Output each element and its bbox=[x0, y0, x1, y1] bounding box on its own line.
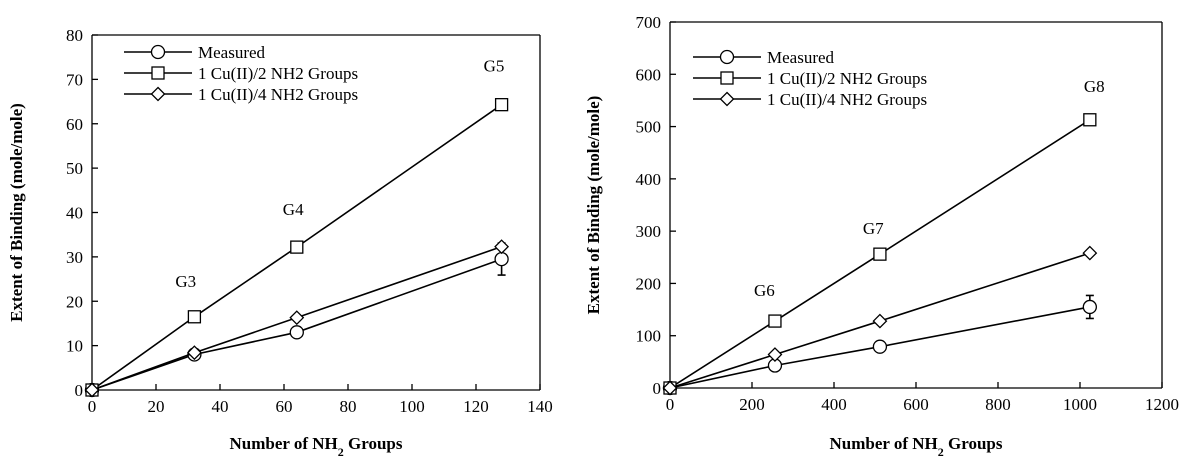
series-line bbox=[91, 258, 502, 391]
x-tick-label: 80 bbox=[340, 397, 357, 416]
y-tick-label: 0 bbox=[75, 381, 84, 400]
y-tick-label: 30 bbox=[66, 248, 83, 267]
data-point bbox=[768, 314, 782, 328]
legend-marker bbox=[151, 66, 165, 80]
y-tick-label: 50 bbox=[66, 159, 83, 178]
data-point bbox=[1083, 113, 1097, 127]
legend-marker bbox=[719, 49, 735, 65]
data-point bbox=[84, 382, 100, 398]
x-tick-label: 0 bbox=[88, 397, 97, 416]
data-point bbox=[662, 380, 678, 396]
y-tick-label: 20 bbox=[66, 292, 83, 311]
series-diamond bbox=[84, 239, 510, 398]
y-axis-title: Extent of Binding (mole/mole) bbox=[7, 103, 26, 322]
y-tick-label: 500 bbox=[636, 118, 662, 137]
data-point bbox=[872, 339, 888, 354]
data-point bbox=[494, 239, 510, 255]
series-circle bbox=[662, 294, 1097, 396]
x-tick-label: 20 bbox=[148, 397, 165, 416]
x-tick-label: 400 bbox=[821, 395, 847, 414]
chart-2: 0 100 200 300 400 500 600 700 0 200 400 600 800 1000 1… bbox=[584, 13, 1179, 457]
data-point bbox=[1082, 299, 1097, 315]
data-point bbox=[494, 98, 509, 112]
x-tick-label: 100 bbox=[399, 397, 425, 416]
generation-label: G4 bbox=[283, 200, 304, 219]
generation-label: G3 bbox=[175, 272, 196, 291]
x-tick-label: 120 bbox=[463, 397, 489, 416]
y-tick-label: 100 bbox=[636, 327, 662, 346]
generation-label: G8 bbox=[1084, 77, 1105, 96]
series-diamond bbox=[662, 245, 1098, 396]
generation-label: G6 bbox=[754, 281, 775, 300]
y-tick-label: 80 bbox=[66, 26, 83, 45]
data-point bbox=[767, 347, 783, 362]
legend: Measured 1 Cu(II)/2 NH2 Groups 1 Cu(II)/4 … bbox=[693, 48, 927, 109]
x-tick-label: 800 bbox=[985, 395, 1011, 414]
y-axis-title: Extent of Binding (mole/mole) bbox=[584, 96, 603, 315]
y-tick-label: 10 bbox=[66, 337, 83, 356]
x-tick-label: 40 bbox=[212, 397, 229, 416]
data-point bbox=[494, 251, 509, 267]
x-axis-title: Number of NH2 Groups bbox=[229, 434, 402, 457]
data-point bbox=[290, 240, 304, 254]
y-tick-label: 0 bbox=[653, 379, 662, 398]
legend-marker bbox=[150, 86, 166, 102]
legend: Measured 1 Cu(II)/2 NH2 Groups 1 Cu(II)/4 … bbox=[124, 43, 358, 104]
series-line bbox=[669, 252, 1091, 389]
series-line bbox=[91, 104, 503, 391]
legend-marker bbox=[150, 44, 166, 60]
legend-marker bbox=[719, 91, 735, 107]
data-point bbox=[289, 325, 304, 340]
legend-label: 1 Cu(II)/2 NH2 Groups bbox=[767, 69, 927, 88]
data-point bbox=[186, 345, 202, 361]
legend-marker bbox=[720, 71, 734, 85]
data-point bbox=[289, 310, 305, 326]
x-tick-label: 1000 bbox=[1063, 395, 1097, 414]
x-tick-label: 0 bbox=[666, 395, 675, 414]
legend-label: 1 Cu(II)/4 NH2 Groups bbox=[198, 85, 358, 104]
series-line bbox=[669, 306, 1090, 389]
generation-label: G5 bbox=[484, 57, 505, 76]
y-tick-label: 70 bbox=[66, 70, 83, 89]
legend-label: Measured bbox=[767, 48, 835, 67]
y-tick-label: 60 bbox=[66, 115, 83, 134]
y-tick-label: 300 bbox=[636, 222, 662, 241]
x-axis-title: Number of NH2 Groups bbox=[829, 434, 1002, 457]
x-tick-label: 600 bbox=[903, 395, 929, 414]
data-point bbox=[872, 313, 888, 329]
series-square bbox=[85, 98, 509, 397]
x-tick-label: 60 bbox=[276, 397, 293, 416]
x-tick-label: 140 bbox=[527, 397, 553, 416]
generation-label: G7 bbox=[863, 219, 884, 238]
y-tick-label: 200 bbox=[636, 274, 662, 293]
legend-label: 1 Cu(II)/2 NH2 Groups bbox=[198, 64, 358, 83]
data-point bbox=[1082, 245, 1098, 261]
chart-1: 0 10 20 30 40 50 60 70 80 0 20 40 60 80 100 120 140 Numbe… bbox=[7, 26, 553, 457]
x-tick-label: 1200 bbox=[1145, 395, 1179, 414]
y-tick-label: 700 bbox=[636, 13, 662, 32]
data-point bbox=[187, 310, 202, 324]
y-tick-label: 600 bbox=[636, 65, 662, 84]
legend-label: 1 Cu(II)/4 NH2 Groups bbox=[767, 90, 927, 109]
y-tick-label: 40 bbox=[66, 204, 83, 223]
legend-label: Measured bbox=[198, 43, 266, 62]
data-point bbox=[873, 247, 887, 261]
y-tick-label: 400 bbox=[636, 170, 662, 189]
series-line bbox=[669, 119, 1091, 389]
x-tick-label: 200 bbox=[739, 395, 765, 414]
series-line bbox=[91, 245, 502, 391]
